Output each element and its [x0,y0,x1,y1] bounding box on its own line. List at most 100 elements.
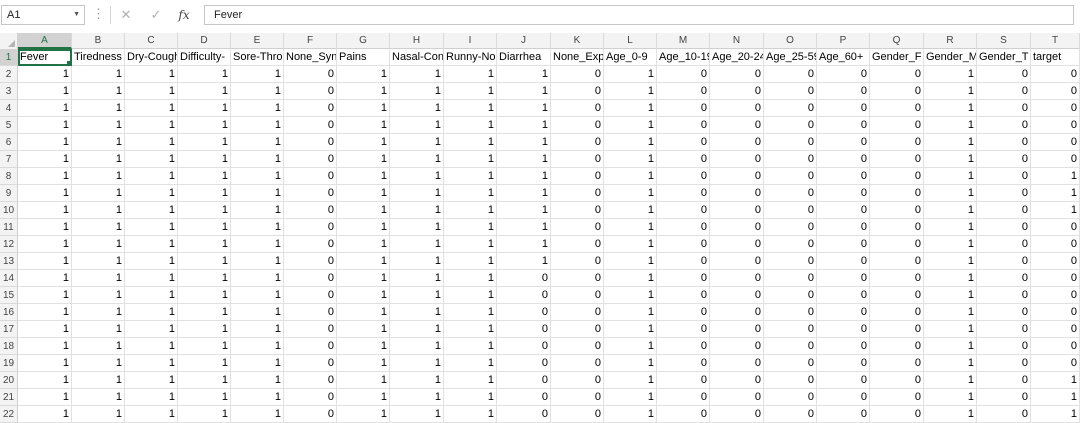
cell[interactable]: 0 [764,389,817,406]
cell[interactable]: 0 [870,287,924,304]
column-header-p[interactable]: P [817,33,870,49]
cell[interactable]: 1 [390,355,444,372]
cell[interactable]: 0 [870,253,924,270]
cell[interactable]: 1 [924,134,977,151]
cell[interactable]: 0 [870,304,924,321]
cell[interactable]: 1 [497,66,551,83]
cell[interactable]: 1 [497,253,551,270]
cell[interactable]: 1 [604,117,657,134]
cell[interactable]: 0 [764,168,817,185]
cell[interactable]: 1 [125,355,178,372]
cell[interactable]: 1 [72,372,125,389]
row-header[interactable]: 9 [0,185,18,202]
cell[interactable]: 1 [231,202,284,219]
cell[interactable]: 1 [125,117,178,134]
cell[interactable]: 1 [18,100,72,117]
cell[interactable]: 0 [977,66,1031,83]
cell[interactable]: 0 [657,219,710,236]
cell[interactable]: 1 [18,83,72,100]
cell[interactable]: 1 [444,219,497,236]
cell[interactable]: 1 [444,338,497,355]
column-header-o[interactable]: O [764,33,817,49]
cell[interactable]: 1 [1031,202,1080,219]
cell[interactable]: 1 [178,83,231,100]
column-header-h[interactable]: H [390,33,444,49]
header-cell[interactable]: Pains [337,49,390,66]
cell[interactable]: 1 [18,338,72,355]
cell[interactable]: 0 [977,253,1031,270]
cell[interactable]: 0 [657,355,710,372]
cell[interactable]: 0 [764,151,817,168]
cell[interactable]: 0 [977,338,1031,355]
cell[interactable]: 0 [817,355,870,372]
cell[interactable]: 0 [817,236,870,253]
cell[interactable]: 1 [337,134,390,151]
cell[interactable]: 1 [18,236,72,253]
cell[interactable]: 0 [1031,236,1080,253]
cell[interactable]: 0 [817,304,870,321]
cell[interactable]: 0 [764,185,817,202]
cell[interactable]: 1 [337,372,390,389]
cell[interactable]: 0 [817,219,870,236]
cell[interactable]: 1 [18,134,72,151]
cell[interactable]: 0 [977,321,1031,338]
cell[interactable]: 1 [337,389,390,406]
cell[interactable]: 1 [924,253,977,270]
cell[interactable]: 0 [764,100,817,117]
cell[interactable]: 1 [604,338,657,355]
cell[interactable]: 1 [231,151,284,168]
cell[interactable]: 0 [497,338,551,355]
cell[interactable]: 0 [977,304,1031,321]
cell[interactable]: 1 [497,134,551,151]
cell[interactable]: 1 [337,83,390,100]
cell[interactable]: 1 [125,219,178,236]
cell[interactable]: 1 [924,321,977,338]
cell[interactable]: 1 [231,287,284,304]
cell[interactable]: 0 [710,338,764,355]
cell[interactable]: 0 [1031,321,1080,338]
row-header[interactable]: 14 [0,270,18,287]
cell[interactable]: 1 [1031,168,1080,185]
cell[interactable]: 0 [977,202,1031,219]
cell[interactable]: 1 [337,406,390,423]
cell[interactable]: 1 [390,202,444,219]
cell[interactable]: 1 [390,219,444,236]
cell[interactable]: 1 [231,321,284,338]
cell[interactable]: 0 [497,270,551,287]
cell[interactable]: 1 [337,168,390,185]
column-header-n[interactable]: N [710,33,764,49]
cell[interactable]: 1 [337,151,390,168]
cell[interactable]: 0 [710,236,764,253]
cell[interactable]: 1 [390,372,444,389]
header-cell[interactable]: None_Syn [284,49,337,66]
cell[interactable]: 0 [870,355,924,372]
cell[interactable]: 1 [390,66,444,83]
cell[interactable]: 1 [444,66,497,83]
header-cell[interactable]: None_Exp [551,49,604,66]
cell[interactable]: 1 [337,270,390,287]
cell[interactable]: 1 [390,100,444,117]
cell[interactable]: 1 [337,355,390,372]
cell[interactable]: 0 [284,134,337,151]
cell[interactable]: 1 [72,219,125,236]
cell[interactable]: 0 [817,66,870,83]
cell[interactable]: 1 [444,168,497,185]
cell[interactable]: 0 [551,372,604,389]
row-header[interactable]: 4 [0,100,18,117]
cell[interactable]: 0 [870,321,924,338]
cell[interactable]: 1 [604,219,657,236]
cell[interactable]: 0 [551,100,604,117]
cell[interactable]: 0 [497,321,551,338]
cell[interactable]: 0 [497,372,551,389]
header-cell[interactable]: Age_60+ [817,49,870,66]
cell[interactable]: 1 [497,100,551,117]
cell[interactable]: 0 [710,253,764,270]
cell[interactable]: 0 [284,83,337,100]
cell[interactable]: 1 [444,287,497,304]
cell[interactable]: 1 [924,151,977,168]
cell[interactable]: 0 [977,185,1031,202]
cell[interactable]: 0 [870,338,924,355]
cell[interactable]: 1 [444,117,497,134]
cell[interactable]: 1 [178,236,231,253]
cell[interactable]: 0 [657,236,710,253]
